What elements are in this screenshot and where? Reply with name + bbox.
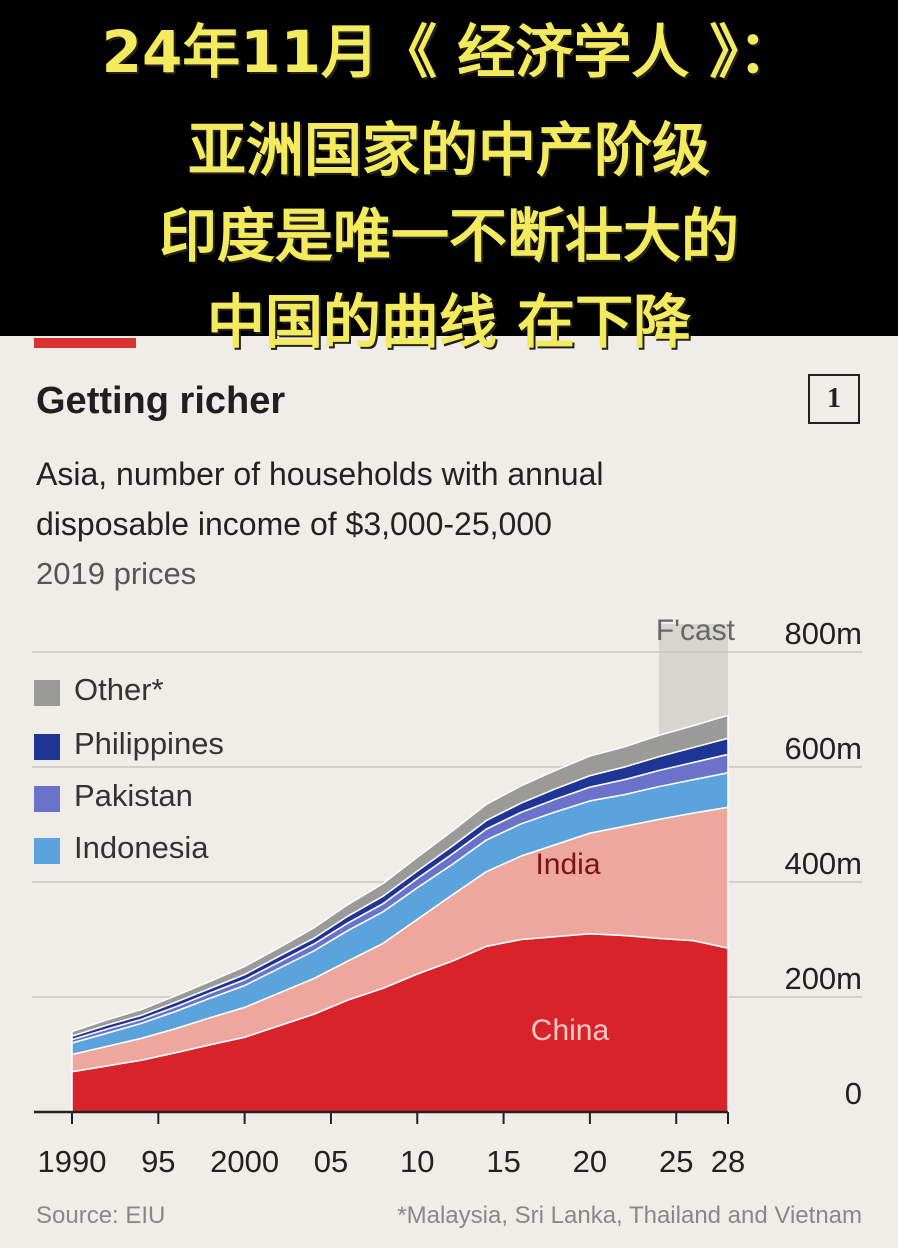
legend-swatch-indonesia — [34, 838, 60, 864]
overlay-caption-line-1: 24年11月《 经济学人 》： — [101, 18, 797, 86]
area-label-india: India — [535, 848, 600, 881]
legend-label-pakistan: Pakistan — [74, 778, 193, 813]
legend-label-other: Other* — [74, 672, 164, 707]
y-tick-label-0: 0 — [845, 1076, 862, 1111]
x-tick-label-2020: 20 — [573, 1144, 607, 1179]
x-tick-label-2025: 25 — [659, 1144, 693, 1179]
area-other — [71, 714, 729, 1037]
y-tick-label-800: 800m — [784, 616, 862, 651]
y-tick-label-200: 200m — [784, 961, 862, 996]
x-tick-label-2015: 15 — [486, 1144, 520, 1179]
economist-red-tab — [34, 338, 136, 348]
overlay-caption-line-3: 印度是唯一不断壮大的 — [158, 202, 739, 270]
x-tick-label-2028: 28 — [711, 1144, 745, 1179]
video-caption-background — [0, 0, 898, 336]
x-tick-label-1995: 95 — [141, 1144, 175, 1179]
overlay-caption-line-2: 亚洲国家的中产阶级 — [187, 116, 710, 184]
y-tick-label-400: 400m — [784, 846, 862, 881]
chart-subtitle-line-1: Asia, number of households with annual — [36, 456, 604, 492]
chart-title: Getting richer — [36, 380, 286, 422]
x-tick-label-2010: 10 — [400, 1144, 434, 1179]
forecast-label: F'cast — [656, 614, 736, 647]
chart-number-badge: 1 — [808, 374, 860, 424]
overlay-caption-line-4: 中国的曲线 在下降 — [206, 288, 692, 356]
x-tick-label-2000: 2000 — [210, 1144, 279, 1179]
chart-units: 2019 prices — [36, 556, 197, 591]
legend-swatch-pakistan — [34, 786, 60, 812]
chart-subtitle-line-2: disposable income of $3,000-25,000 — [36, 506, 552, 542]
legend-label-indonesia: Indonesia — [74, 830, 209, 865]
legend-swatch-other — [34, 680, 60, 706]
area-label-china: China — [531, 1014, 610, 1047]
footnote: *Malaysia, Sri Lanka, Thailand and Vietn… — [397, 1202, 862, 1229]
legend-label-philippines: Philippines — [74, 726, 224, 761]
x-tick-label-1990: 1990 — [38, 1144, 107, 1179]
x-tick-label-2005: 05 — [314, 1144, 348, 1179]
legend-swatch-philippines — [34, 734, 60, 760]
source-note: Source: EIU — [36, 1202, 166, 1229]
y-tick-label-600: 600m — [784, 731, 862, 766]
